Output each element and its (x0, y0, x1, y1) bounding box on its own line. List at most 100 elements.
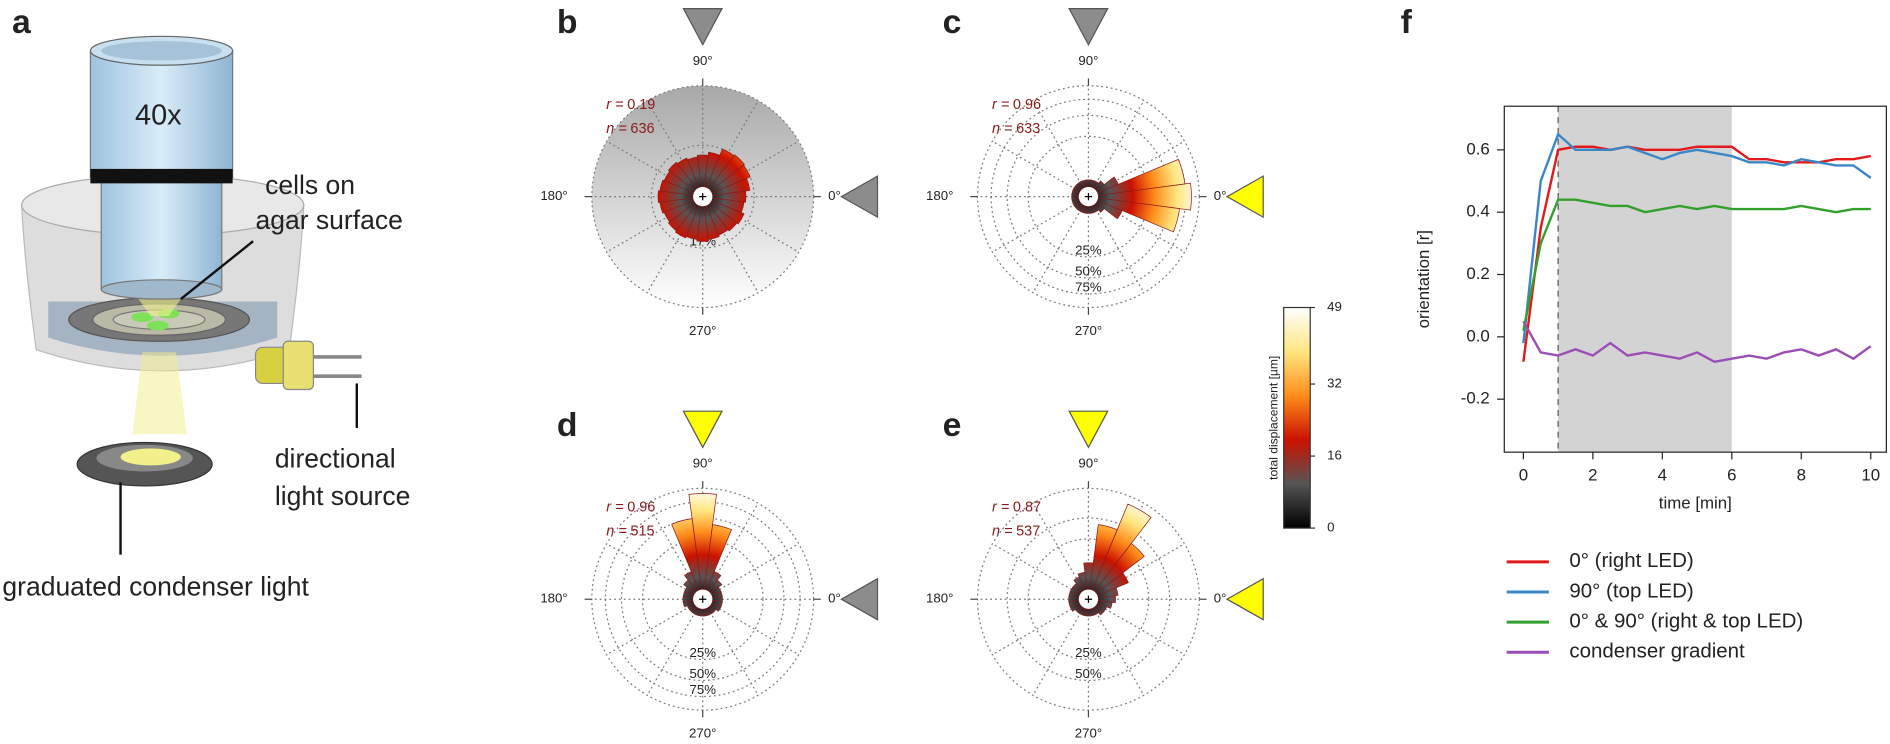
r-grid (650, 144, 755, 249)
stat: r = 0.96 (992, 97, 1041, 113)
spoke (992, 543, 1081, 595)
label: agar surface (256, 205, 403, 235)
spoke (992, 200, 1081, 253)
stat-value: 537 (1016, 524, 1040, 540)
colorbar-tick-label: 49 (1327, 299, 1342, 314)
colorbar-tick-label: 0 (1327, 520, 1334, 535)
legend-label: 90° (top LED) (1569, 579, 1693, 602)
stat-value: 636 (630, 121, 654, 137)
stat-label: r = (606, 97, 623, 113)
r-grid (641, 538, 764, 661)
spoke (992, 603, 1081, 656)
r-tick-label: 25% (1075, 242, 1102, 257)
stimulus-top (1068, 7, 1109, 47)
angle-label: 270° (689, 323, 716, 338)
stat-label: r = (606, 499, 623, 515)
stat: r = 0.19 (606, 97, 655, 113)
legend-label: condenser gradient (1569, 640, 1745, 663)
spoke (710, 603, 800, 656)
x-tick-label: 2 (1588, 466, 1597, 485)
spoke (606, 543, 695, 595)
spoke (606, 603, 695, 656)
stat: n = 636 (606, 121, 654, 137)
stat-label: n = (992, 121, 1013, 137)
stat: r = 0.87 (992, 499, 1041, 515)
stat-value: 0.96 (1013, 97, 1041, 113)
x-tick-label: 6 (1727, 466, 1736, 485)
objective-label: 40x (135, 100, 182, 132)
stat: n = 537 (992, 524, 1040, 540)
angle-label: 90° (1078, 53, 1098, 68)
stimulus-right (840, 577, 879, 621)
colorbar-label: total displacement [µm] (1266, 356, 1280, 480)
panel-letter: d (557, 406, 578, 444)
shaded-region (1558, 106, 1732, 453)
panel-letter: a (12, 3, 31, 41)
angle-label: 270° (1075, 726, 1102, 741)
x-axis-label: time [min] (1659, 493, 1732, 512)
angle-label: 180° (540, 591, 567, 606)
y-tick-label: -0.2 (1461, 389, 1490, 408)
stat-label: n = (606, 121, 627, 137)
stat: r = 0.96 (606, 499, 655, 515)
r-tick-label: 75% (689, 682, 716, 697)
stimulus-top (1068, 410, 1109, 449)
label: directional (275, 444, 396, 474)
stat: n = 633 (992, 121, 1040, 137)
panel-letter: c (943, 3, 962, 41)
angle-label: 270° (689, 726, 716, 741)
colorbar (1283, 306, 1311, 529)
center-cross (699, 595, 707, 603)
r-tick-label: 50% (1075, 263, 1102, 278)
stat-value: 0.19 (627, 97, 655, 113)
stat-label: n = (992, 524, 1013, 540)
center-cross (699, 193, 707, 201)
stat-label: n = (606, 524, 627, 540)
spoke (992, 140, 1081, 193)
series-line (1522, 132, 1872, 344)
r-grid (604, 501, 801, 698)
stimulus-right (1225, 577, 1264, 621)
r-tick-label: 50% (1075, 666, 1102, 681)
angle-label: 90° (693, 53, 713, 68)
angle-label: 180° (926, 188, 953, 203)
stat: n = 515 (606, 524, 654, 540)
angle-label: 0° (1214, 188, 1227, 203)
colorbar-tick-label: 32 (1327, 376, 1342, 391)
x-tick-label: 8 (1797, 466, 1806, 485)
angle-label: 180° (540, 188, 567, 203)
y-tick-label: 0.2 (1466, 264, 1489, 283)
r-tick-label: 25% (689, 645, 716, 660)
stat-label: r = (992, 499, 1009, 515)
legend-label: 0° (right LED) (1569, 549, 1693, 572)
center-cross (1084, 193, 1093, 201)
spoke (1096, 603, 1185, 656)
legend-label: 0° & 90° (right & top LED) (1569, 610, 1803, 633)
x-tick-label: 4 (1658, 466, 1667, 485)
stimulus-right (1225, 175, 1264, 219)
y-tick-label: 0.4 (1466, 202, 1489, 221)
angle-label: 0° (828, 188, 841, 203)
series-line (1522, 198, 1871, 331)
illustration (21, 35, 362, 555)
series-line (1522, 320, 1872, 364)
angle-label: 180° (926, 591, 953, 606)
angle-label: 270° (1075, 323, 1102, 338)
center-cross (1084, 595, 1093, 603)
angle-label: 90° (1078, 456, 1098, 471)
r-tick-label: 50% (689, 666, 716, 681)
stimulus-top (682, 7, 724, 47)
stat-value: 633 (1016, 121, 1040, 137)
r-grid (1027, 538, 1150, 661)
angle-label: 0° (1214, 591, 1227, 606)
y-tick-label: 0.6 (1466, 139, 1489, 158)
label: light source (275, 481, 411, 511)
x-tick-label: 10 (1861, 466, 1880, 485)
angle-label: 90° (693, 456, 713, 471)
r-grid (1006, 517, 1171, 682)
label: graduated condenser light (2, 571, 309, 601)
r-tick-label: 75% (1075, 279, 1102, 294)
y-tick-label: 0.0 (1466, 326, 1489, 345)
stat-value: 0.87 (1013, 499, 1041, 515)
